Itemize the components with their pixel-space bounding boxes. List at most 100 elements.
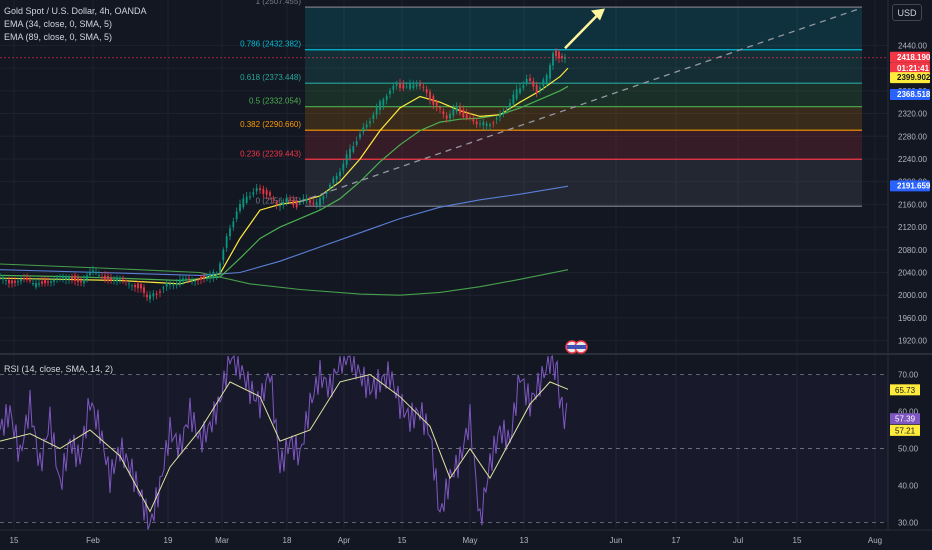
time-tick-label: 15 — [398, 536, 407, 545]
candle-body — [515, 89, 518, 99]
rsi-value-tag-bg — [890, 413, 920, 425]
ema34-legend[interactable]: EMA (34, close, 0, SMA, 5) — [4, 19, 113, 29]
candle-body — [555, 50, 557, 57]
rsi-tick-label: 60.00 — [898, 408, 919, 417]
candle-body — [529, 78, 531, 82]
candle-body — [359, 133, 361, 138]
news-icons[interactable] — [565, 340, 588, 354]
candle-body — [83, 278, 85, 284]
rsi-axis[interactable]: 30.00 40.00 50.00 60.00 70.00 65.73 57.39 57.21 — [890, 371, 920, 528]
candle-body — [265, 190, 268, 195]
candle-body — [465, 113, 468, 119]
currency-button[interactable]: USD — [892, 4, 922, 21]
candle-body — [232, 221, 235, 228]
fib-level-label: 0.618 (2373.448) — [240, 73, 301, 82]
candle-body — [47, 281, 49, 283]
candle-body — [239, 203, 241, 211]
candle-body — [362, 127, 365, 133]
candle-body — [412, 84, 415, 89]
candle-body — [113, 279, 115, 281]
ema-slow-line — [0, 263, 569, 296]
candle-body — [23, 278, 25, 280]
candle-body — [11, 280, 13, 284]
chart-overlays[interactable] — [0, 7, 888, 203]
ema89-tag: 2368.518 — [897, 90, 931, 99]
candle-body — [385, 95, 388, 100]
candle-body — [20, 279, 22, 282]
candle-body — [95, 272, 97, 274]
time-tick-label: May — [462, 536, 477, 545]
symbol-legend[interactable]: Gold Spot / U.S. Dollar, 4h, OANDA — [4, 6, 147, 16]
candle-body — [245, 196, 248, 203]
time-tick-label: 13 — [520, 536, 529, 545]
candle-body — [0, 274, 1, 276]
candle-body — [119, 278, 121, 280]
fibonacci-lines[interactable]: 1 (2507.455) 0.786 (2432.382) 0.618 (2373.… — [240, 0, 862, 207]
candle-body — [35, 283, 37, 288]
candle-body — [292, 200, 295, 206]
candle-body — [435, 101, 438, 107]
candle-body — [489, 124, 491, 126]
candle-body — [68, 276, 70, 280]
time-tick-label: Feb — [86, 536, 100, 545]
rsi-ma-tag-bg — [890, 424, 920, 436]
candle-body — [225, 236, 228, 248]
fib-zone — [305, 83, 862, 107]
candle-body — [165, 282, 168, 287]
candle-body — [479, 123, 481, 125]
arrow-head-icon — [591, 8, 605, 21]
candle-body — [339, 171, 341, 177]
candle-body — [315, 202, 318, 205]
ema34-tag-bg — [890, 72, 930, 84]
candle-body — [65, 275, 67, 280]
candle-body — [432, 96, 435, 105]
fib-level-label: 0 (2156.655) — [256, 196, 302, 205]
candle-body — [143, 287, 145, 293]
candle-body — [110, 278, 112, 281]
price-grid — [0, 0, 888, 530]
candle-body — [17, 281, 19, 283]
time-tick-label: 15 — [793, 536, 802, 545]
time-tick-label: 19 — [164, 536, 173, 545]
candle-body — [305, 198, 308, 202]
candle-body — [522, 85, 525, 89]
candle-body — [525, 78, 528, 84]
candle-body — [325, 192, 328, 194]
target-arrow[interactable] — [564, 11, 601, 50]
candle-body — [345, 154, 348, 165]
candle-body — [41, 281, 43, 284]
candle-body — [275, 202, 278, 205]
fib-level-label: 0.5 (2332.054) — [249, 97, 301, 106]
candle-body — [74, 275, 76, 281]
candle-body — [452, 108, 455, 116]
rsi-legend[interactable]: RSI (14, close, SMA, 14, 2) — [4, 364, 114, 374]
candle-body — [475, 121, 478, 125]
candle-body — [439, 107, 441, 109]
candle-body — [549, 64, 551, 79]
candle-body — [104, 275, 106, 281]
candle-body — [89, 272, 91, 275]
fib-level-label: 0.786 (2432.382) — [240, 40, 301, 49]
candle-body — [125, 280, 127, 282]
candle-body — [122, 278, 124, 280]
rsi-ma-line — [0, 373, 569, 513]
fib-zone — [305, 49, 862, 84]
time-axis[interactable]: 15 Feb 19 Mar 18 Apr 15 May 13 Jun 17 Jul 15 Aug — [0, 529, 932, 550]
candle-body — [98, 275, 100, 277]
candle-body — [399, 82, 401, 89]
candle-body — [409, 84, 411, 89]
price-tick-label: 2440.00 — [898, 41, 927, 50]
candle-body — [519, 88, 521, 93]
candle-body — [505, 110, 508, 111]
price-axis[interactable]: 1920.00 1960.00 2000.00 2040.00 2080.00 2120.… — [887, 0, 932, 530]
last-price-tag-bg — [890, 51, 930, 63]
ema89-legend[interactable]: EMA (89, close, 0, SMA, 5) — [4, 32, 113, 42]
rsi-line — [0, 354, 568, 531]
candle-body — [71, 276, 73, 280]
fib-zone — [305, 159, 862, 207]
candle-body — [146, 294, 148, 298]
candle-body — [299, 202, 301, 204]
candle-body — [342, 163, 345, 171]
candle-body — [159, 291, 161, 293]
candle-body — [197, 279, 199, 281]
